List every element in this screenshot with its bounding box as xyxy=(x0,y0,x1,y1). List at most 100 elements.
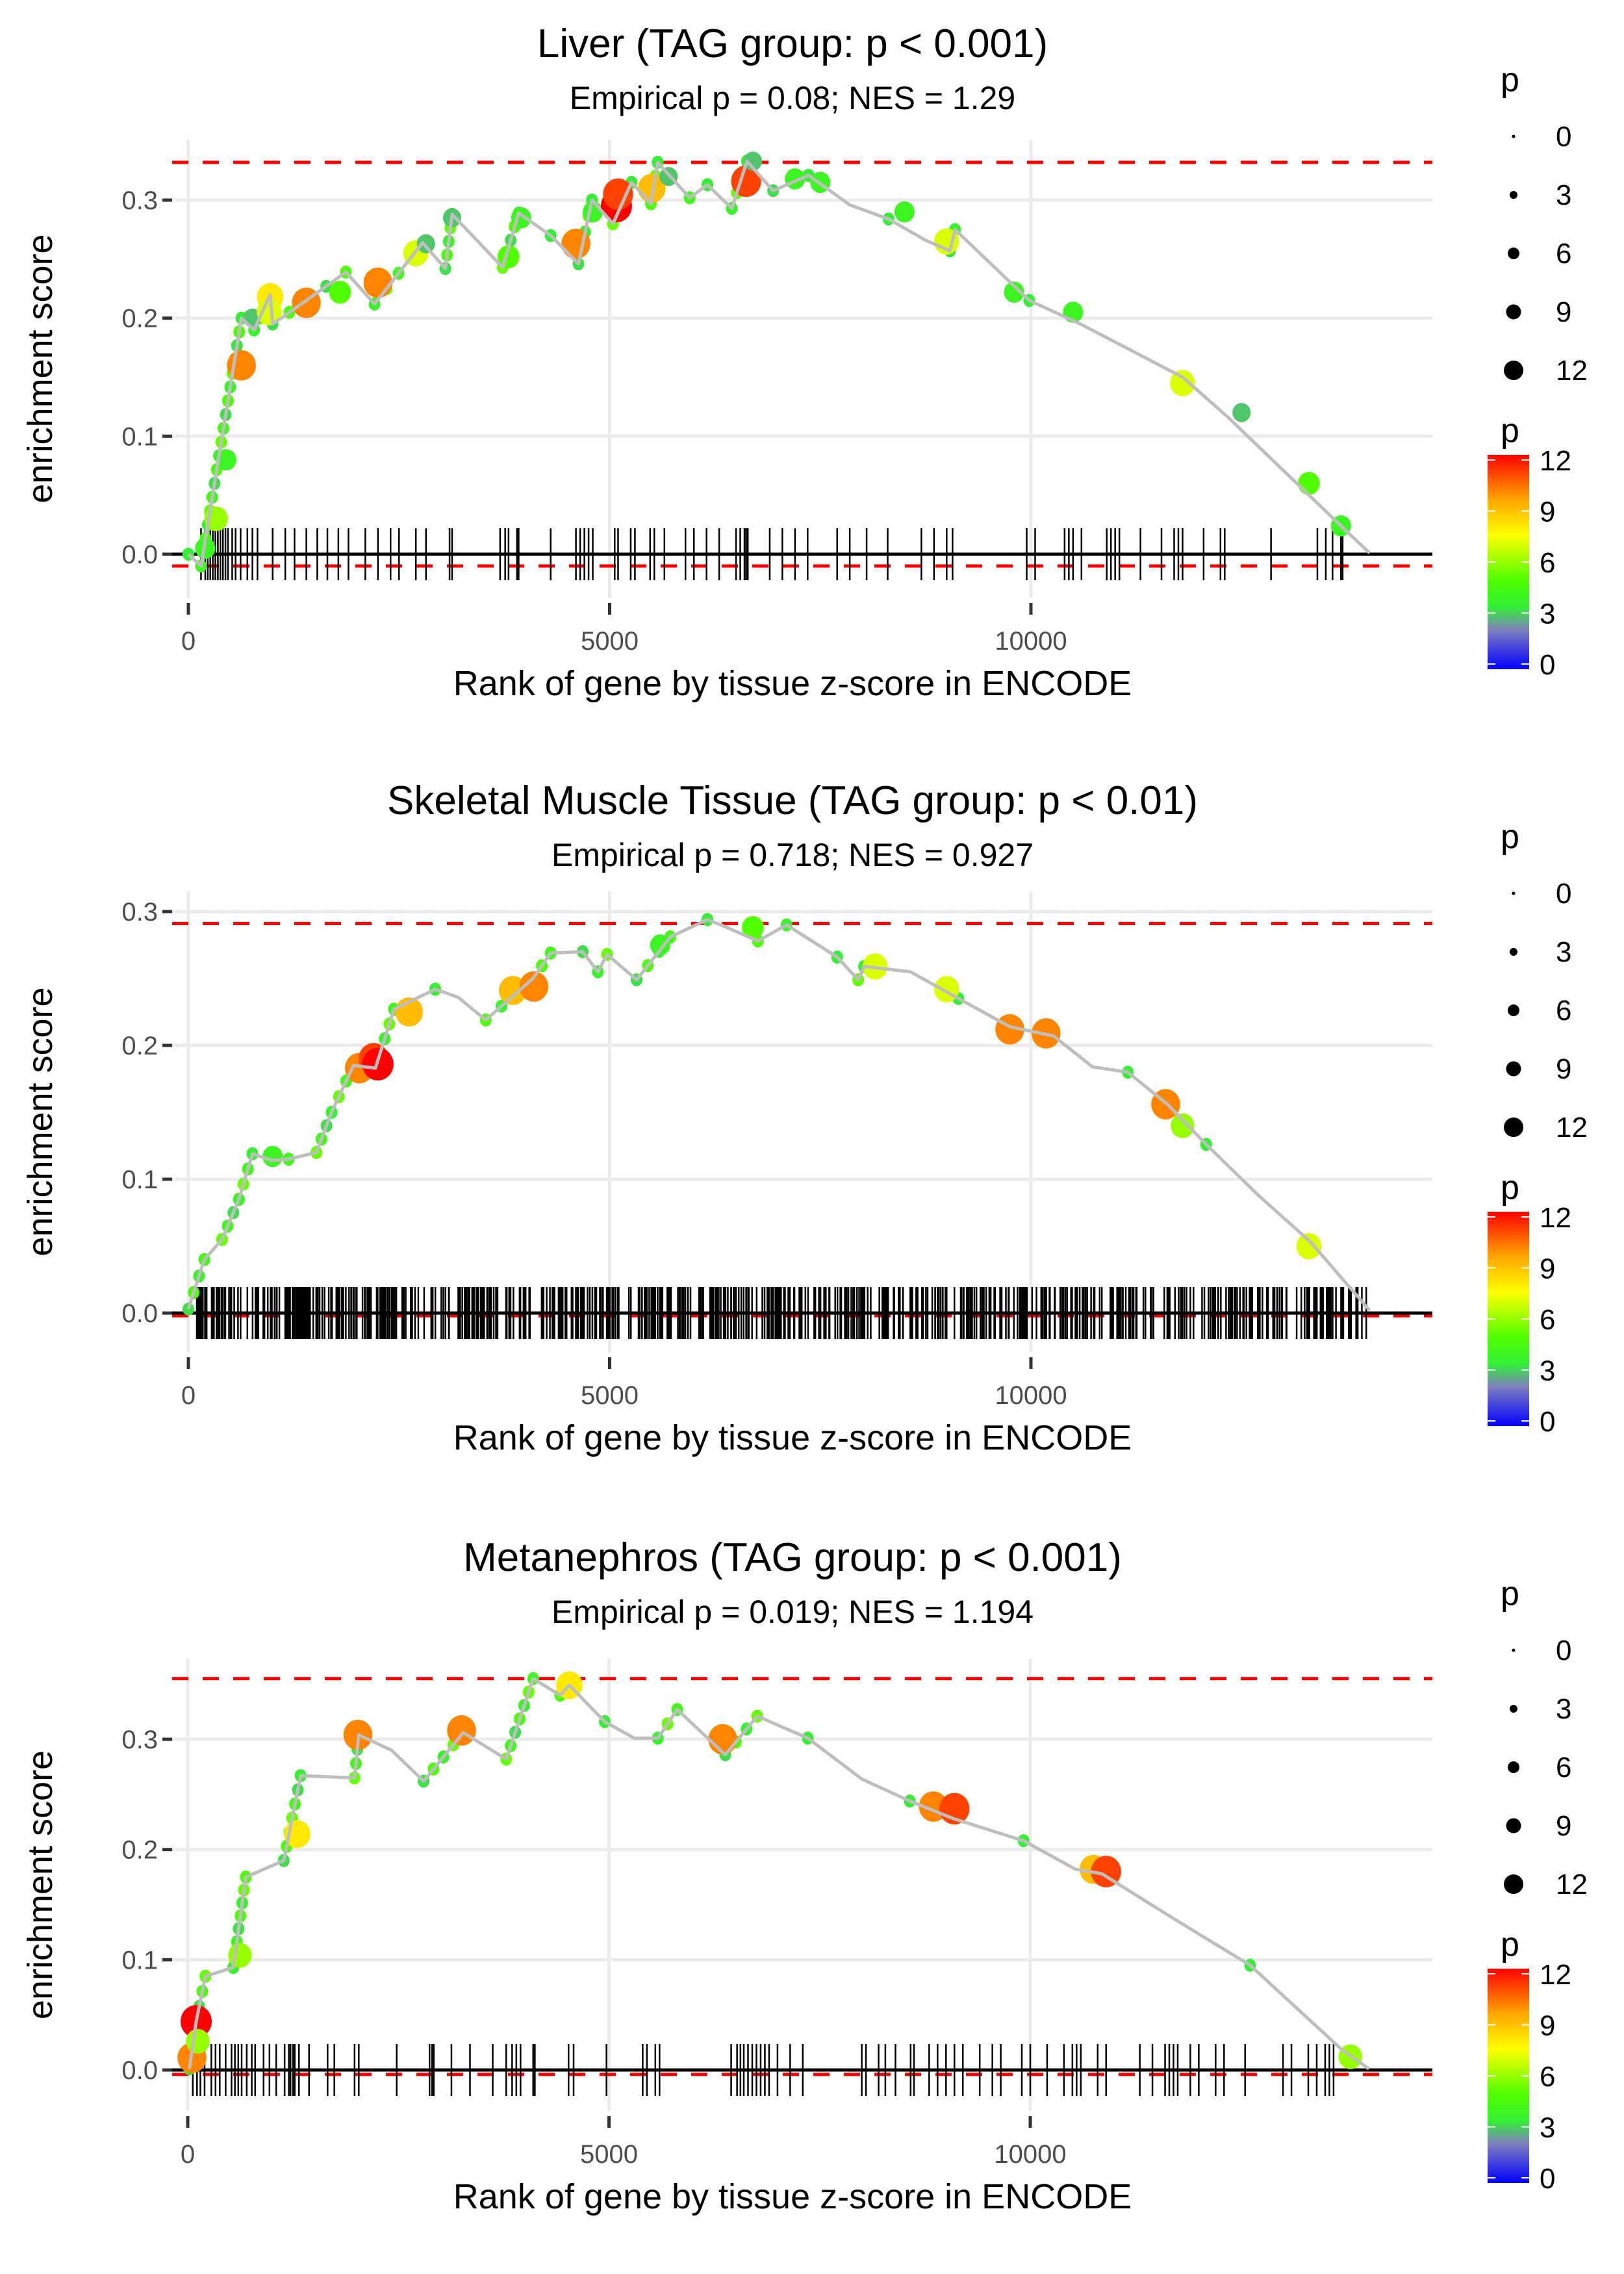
colorbar-label: 6 xyxy=(1540,547,1555,579)
data-point xyxy=(583,201,603,223)
colorbar-label: 6 xyxy=(1540,1304,1555,1336)
y-tick-label: 0.0 xyxy=(121,2056,158,2085)
gridlines xyxy=(172,140,1432,598)
chart-title: Liver (TAG group: p < 0.001) xyxy=(537,21,1048,66)
x-tick-label: 0 xyxy=(181,2140,195,2169)
colorbar-label: 6 xyxy=(1540,2061,1555,2093)
colorbar-label: 9 xyxy=(1540,1253,1555,1285)
data-point xyxy=(519,971,549,1002)
size-legend-label: 9 xyxy=(1556,1053,1571,1085)
data-point xyxy=(603,178,633,211)
size-legend-label: 9 xyxy=(1556,1810,1571,1842)
x-axis-label: Rank of gene by tissue z-score in ENCODE xyxy=(453,1418,1132,1457)
color-legend-title: p xyxy=(1501,1169,1519,1207)
data-point xyxy=(216,449,236,470)
x-tick-label: 0 xyxy=(181,1381,196,1410)
size-legend-key xyxy=(1508,1761,1519,1773)
colorbar-label: 12 xyxy=(1540,1959,1571,1991)
y-tick-label: 0.3 xyxy=(121,898,158,926)
data-point xyxy=(257,299,282,326)
color-legend-title: p xyxy=(1501,1926,1519,1963)
running-es-line xyxy=(187,159,1371,568)
size-legend-key xyxy=(1510,948,1517,956)
size-legend: p 0 3 6 9 12 xyxy=(1501,61,1588,387)
data-point xyxy=(1298,472,1320,495)
size-legend-label: 12 xyxy=(1556,355,1588,387)
colorbar-label: 3 xyxy=(1540,598,1555,630)
x-tick-label: 10000 xyxy=(995,627,1067,656)
y-axis-label: enrichment score xyxy=(21,234,60,503)
data-point xyxy=(186,2028,210,2054)
size-legend-key xyxy=(1512,1648,1516,1652)
size-legend-label: 12 xyxy=(1556,1869,1588,1900)
chart-title: Skeletal Muscle Tissue (TAG group: p < 0… xyxy=(387,778,1198,823)
data-point xyxy=(499,976,527,1005)
chart-subtitle: Empirical p = 0.718; NES = 0.927 xyxy=(552,837,1034,873)
size-legend-label: 3 xyxy=(1556,1693,1571,1725)
x-tick-label: 10000 xyxy=(995,1381,1067,1410)
size-legend-title: p xyxy=(1501,818,1519,856)
x-tick-label: 0 xyxy=(181,627,196,656)
size-legend-label: 6 xyxy=(1556,238,1571,270)
colorbar-label: 0 xyxy=(1540,2163,1555,2195)
points xyxy=(183,151,1351,573)
size-legend-label: 0 xyxy=(1556,1635,1571,1667)
data-point xyxy=(650,934,670,956)
size-legend-label: 9 xyxy=(1556,296,1571,328)
y-tick-label: 0.2 xyxy=(121,1836,158,1865)
size-legend-label: 6 xyxy=(1556,1752,1571,1783)
size-legend: p 0 3 6 9 12 xyxy=(1501,1575,1588,1900)
size-legend-key xyxy=(1504,1874,1523,1894)
size-legend-title: p xyxy=(1501,1575,1519,1613)
gridlines xyxy=(172,891,1432,1352)
y-tick-label: 0.3 xyxy=(121,1726,158,1754)
data-point xyxy=(416,234,435,253)
data-point xyxy=(1232,403,1251,422)
color-legend: p 12 9 6 3 0 xyxy=(1488,412,1571,681)
size-legend-key xyxy=(1506,1818,1521,1833)
panel-3: Metanephros (TAG group: p < 0.001) Empiri… xyxy=(21,1535,1588,2216)
y-tick-label: 0.1 xyxy=(121,1166,158,1194)
size-legend-key xyxy=(1512,891,1516,895)
size-legend-label: 0 xyxy=(1556,878,1571,910)
colorbar-label: 9 xyxy=(1540,2010,1555,2042)
x-axis-label: Rank of gene by tissue z-score in ENCODE xyxy=(453,2177,1132,2216)
chart-subtitle: Empirical p = 0.08; NES = 1.29 xyxy=(570,80,1015,116)
colorbar-label: 0 xyxy=(1540,1406,1555,1438)
data-point xyxy=(329,280,351,304)
size-legend-key xyxy=(1510,191,1517,199)
data-point xyxy=(743,151,762,171)
data-point xyxy=(1171,1113,1195,1138)
data-point xyxy=(447,1715,476,1746)
data-point xyxy=(742,915,764,939)
x-axis-label: Rank of gene by tissue z-score in ENCODE xyxy=(453,664,1132,703)
size-legend-key xyxy=(1504,1118,1523,1137)
size-legend-key xyxy=(1508,1004,1519,1016)
y-tick-label: 0.2 xyxy=(121,1032,158,1060)
data-point xyxy=(228,1943,252,1968)
size-legend-key xyxy=(1512,134,1516,138)
size-legend: p 0 3 6 9 12 xyxy=(1501,818,1588,1143)
x-tick-label: 10000 xyxy=(994,2140,1066,2169)
panel-1: Liver (TAG group: p < 0.001) Empirical p … xyxy=(21,21,1588,703)
y-tick-label: 0.0 xyxy=(121,541,158,569)
size-legend-key xyxy=(1504,361,1523,380)
y-axis-label: enrichment score xyxy=(21,1750,60,2019)
size-legend-key xyxy=(1506,1061,1521,1077)
y-tick-label: 0.1 xyxy=(121,422,158,451)
size-legend-key xyxy=(1506,304,1521,320)
y-tick-label: 0.2 xyxy=(121,305,158,333)
data-point xyxy=(1296,1233,1322,1260)
running-es-line xyxy=(188,1677,1370,2071)
colorbar-label: 0 xyxy=(1540,649,1555,681)
size-legend-label: 3 xyxy=(1556,936,1571,968)
size-legend-key xyxy=(1510,1705,1517,1713)
y-tick-label: 0.1 xyxy=(121,1946,158,1974)
colorbar-label: 9 xyxy=(1540,496,1555,528)
data-point xyxy=(1170,370,1195,396)
chart-title: Metanephros (TAG group: p < 0.001) xyxy=(463,1535,1122,1580)
size-legend-label: 6 xyxy=(1556,995,1571,1027)
x-tick-label: 5000 xyxy=(581,1381,639,1410)
y-tick-label: 0.3 xyxy=(121,186,158,215)
data-point xyxy=(363,267,393,298)
